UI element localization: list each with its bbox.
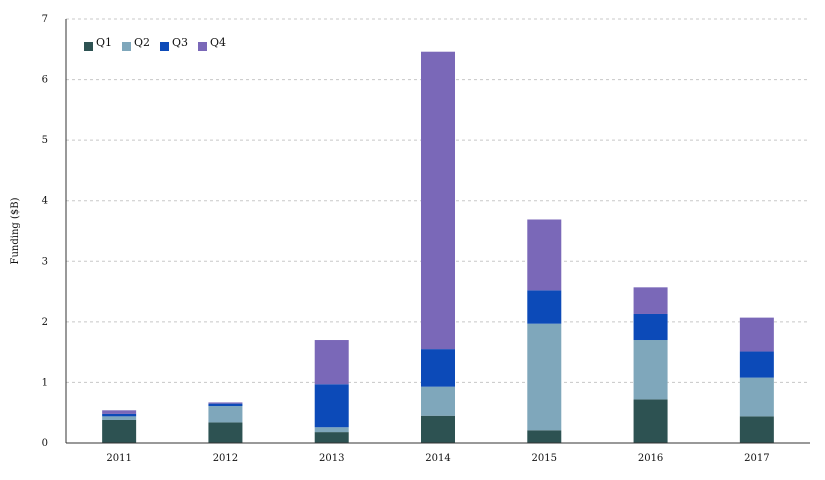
bar-q2-2016 (633, 340, 668, 400)
bars (102, 51, 774, 443)
bar-q1-2014 (421, 415, 455, 443)
bar-q3-2013 (314, 384, 349, 428)
bar-q3-2017 (739, 351, 774, 378)
bar-q1-2013 (314, 432, 349, 443)
bar-q3-2011 (102, 413, 137, 417)
y-tick-label: 3 (42, 256, 48, 267)
bar-q3-2012 (208, 403, 243, 407)
x-tick-label: 2017 (744, 453, 769, 464)
bar-q1-2012 (208, 422, 243, 443)
bar-q4-2013 (314, 340, 349, 385)
y-tick-label: 1 (42, 377, 48, 388)
axes: 0 1 2 3 4 5 6 7 2011 2012 2013 2014 2015 2016 2017 (42, 14, 810, 464)
x-tick-label: 2014 (425, 453, 450, 464)
legend: Q1 Q2 Q3 Q4 (84, 36, 226, 51)
bar-q2-2017 (739, 377, 774, 417)
bar-q4-2011 (102, 410, 137, 414)
legend-swatch-q1 (84, 42, 93, 51)
y-axis-title: Funding ($B) (10, 197, 21, 264)
legend-label-q4: Q4 (210, 36, 226, 49)
legend-swatch-q2 (122, 42, 131, 51)
bar-q4-2015 (527, 219, 562, 291)
legend-swatch-q4 (198, 42, 207, 51)
bar-q2-2012 (208, 406, 243, 423)
bar-q1-2011 (102, 419, 137, 443)
bar-q1-2016 (633, 399, 668, 443)
bar-q3-2014 (421, 349, 455, 387)
legend-label-q1: Q1 (96, 36, 112, 49)
bar-q4-2017 (739, 317, 774, 352)
bar-q2-2011 (102, 416, 137, 420)
y-tick-label: 5 (42, 135, 48, 146)
bar-q2-2014 (421, 386, 455, 416)
x-tick-label: 2011 (106, 453, 131, 464)
y-tick-label: 2 (42, 317, 48, 328)
bar-q3-2016 (633, 313, 668, 341)
y-tick-label: 0 (42, 438, 48, 449)
bar-q1-2017 (739, 416, 774, 443)
x-tick-label: 2013 (319, 453, 344, 464)
bar-q4-2012 (208, 402, 243, 404)
bar-q4-2014 (421, 51, 455, 350)
legend-swatch-q3 (160, 42, 169, 51)
legend-label-q3: Q3 (172, 36, 188, 49)
bar-q1-2015 (527, 430, 562, 443)
y-tick-label: 4 (42, 196, 48, 207)
x-tick-label: 2012 (213, 453, 238, 464)
bar-q2-2013 (314, 427, 349, 433)
bar-q3-2015 (527, 290, 562, 324)
x-tick-label: 2015 (532, 453, 557, 464)
bar-q4-2016 (633, 287, 668, 314)
y-tick-label: 7 (42, 14, 48, 25)
x-tick-label: 2016 (638, 453, 663, 464)
legend-label-q2: Q2 (134, 36, 150, 49)
y-tick-label: 6 (42, 75, 48, 86)
bar-q2-2015 (527, 323, 562, 431)
